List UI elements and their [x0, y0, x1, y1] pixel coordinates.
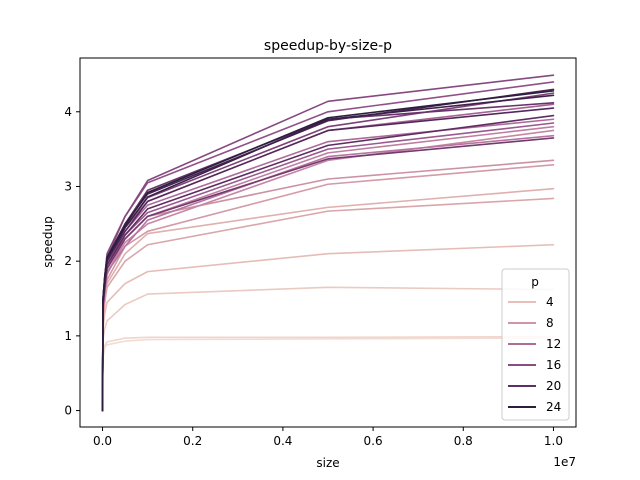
x-tick-label: 0.0 — [93, 434, 112, 448]
series-line — [101, 286, 555, 412]
series-line — [101, 335, 555, 412]
y-tick-label: 1 — [64, 329, 72, 343]
series-layer — [101, 74, 555, 412]
legend-label: 16 — [546, 358, 561, 372]
series-line — [101, 129, 555, 412]
legend-label: 20 — [546, 379, 561, 393]
x-tick-label: 0.2 — [183, 434, 202, 448]
series-line — [101, 90, 555, 412]
chart-title: speedup-by-size-p — [264, 38, 392, 54]
x-tick-label: 1.0 — [544, 434, 563, 448]
x-tick-label: 0.8 — [454, 434, 473, 448]
legend-label: 4 — [546, 295, 554, 309]
series-line — [101, 243, 555, 412]
x-tick-label: 0.4 — [273, 434, 292, 448]
y-tick-label: 4 — [64, 105, 72, 119]
series-line — [101, 337, 555, 412]
x-axis: 0.0 0.2 0.4 0.6 0.8 1.0 — [93, 427, 563, 448]
y-tick-label: 0 — [64, 404, 72, 418]
plot-frame — [79, 57, 577, 428]
y-tick-label: 2 — [64, 254, 72, 268]
legend-title: p — [531, 275, 539, 289]
y-axis-label: speedup — [41, 216, 55, 267]
y-tick-label: 3 — [64, 179, 72, 193]
legend-label: 12 — [546, 337, 561, 351]
series-line — [101, 118, 555, 412]
series-line — [101, 134, 555, 412]
x-axis-offset: 1e7 — [553, 455, 576, 469]
legend-label: 8 — [546, 316, 554, 330]
series-line — [101, 187, 555, 412]
x-tick-label: 0.6 — [364, 434, 383, 448]
x-axis-label: size — [316, 456, 339, 470]
legend: p 4 8 12 16 20 24 — [501, 268, 570, 421]
legend-entries: 4 8 12 16 20 24 — [508, 295, 561, 414]
series-line — [101, 88, 555, 412]
y-axis: 0 1 2 3 4 — [64, 105, 80, 418]
legend-label: 24 — [546, 400, 561, 414]
series-line — [101, 103, 555, 412]
series-line — [101, 92, 555, 412]
